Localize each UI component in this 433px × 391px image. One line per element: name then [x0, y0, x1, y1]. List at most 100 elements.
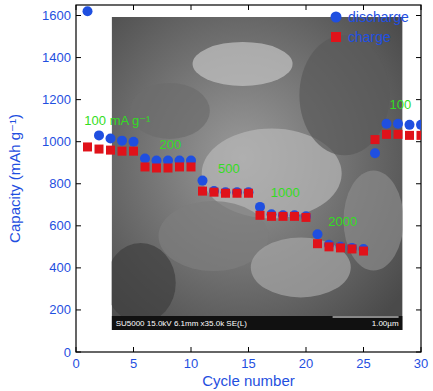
x-tick	[421, 347, 422, 352]
square-point	[129, 147, 138, 156]
circle-point	[313, 229, 323, 239]
circle-point	[232, 187, 242, 197]
inset-texture	[112, 243, 176, 323]
legend-label: discharge	[348, 9, 409, 25]
y-tick-label: 600	[49, 218, 71, 233]
x-tick-label: 0	[72, 356, 79, 371]
circle-point	[140, 154, 150, 164]
circle-point	[117, 136, 127, 146]
y-tick	[416, 352, 421, 353]
x-tick	[248, 347, 249, 352]
circle-point	[106, 134, 116, 144]
square-point	[83, 142, 92, 151]
y-tick-label: 0	[64, 345, 71, 360]
inset-texture	[130, 83, 210, 139]
square-point	[279, 212, 288, 221]
square-point	[118, 147, 127, 156]
y-tick	[416, 57, 421, 58]
x-tick	[133, 347, 134, 352]
plot-frame	[76, 5, 421, 352]
y-tick-label: 1400	[42, 50, 71, 65]
y-tick	[416, 15, 421, 16]
square-point	[325, 242, 334, 251]
square-point	[164, 163, 173, 172]
legend-marker	[331, 32, 341, 42]
inset-bar	[112, 316, 403, 330]
y-tick	[76, 141, 81, 142]
circle-point	[301, 211, 311, 221]
inset-texture	[193, 42, 293, 86]
circle-point	[129, 137, 139, 147]
y-tick-label: 1000	[42, 134, 71, 149]
x-tick-label: 10	[184, 356, 198, 371]
y-tick-label: 200	[49, 302, 71, 317]
square-point	[371, 135, 380, 144]
square-point	[405, 131, 414, 140]
annotation: 100	[389, 97, 411, 112]
x-tick-label: 30	[414, 356, 428, 371]
x-tick	[306, 5, 307, 10]
square-point	[187, 162, 196, 171]
y-tick	[76, 99, 81, 100]
square-point	[95, 145, 104, 154]
square-point	[141, 162, 150, 171]
y-tick	[416, 99, 421, 100]
square-point	[359, 247, 368, 256]
y-tick-label: 800	[49, 176, 71, 191]
circle-point	[405, 120, 415, 130]
y-tick-label: 1200	[42, 92, 71, 107]
circle-point	[221, 187, 231, 197]
square-point	[394, 130, 403, 139]
circle-point	[198, 176, 208, 186]
y-tick	[416, 309, 421, 310]
square-point	[210, 188, 219, 197]
square-point	[382, 130, 391, 139]
square-point	[256, 211, 265, 220]
circle-point	[83, 6, 93, 16]
y-tick-label: 400	[49, 260, 71, 275]
inset-scale-bar	[333, 317, 399, 318]
circle-point	[94, 130, 104, 140]
y-tick	[416, 183, 421, 184]
legend-label: charge	[348, 29, 391, 45]
inset-scale: 1.00µm	[372, 319, 399, 328]
circle-point	[209, 186, 219, 196]
x-tick	[363, 347, 364, 352]
inset-texture	[299, 35, 389, 155]
inset-texture	[251, 237, 351, 297]
y-tick	[76, 15, 81, 16]
annotation: 100 mA g⁻¹	[84, 113, 151, 128]
annotation: 2000	[328, 214, 357, 229]
x-tick	[248, 5, 249, 10]
circle-point	[290, 210, 300, 220]
inset-caption: SU5000 15.0kV 6.1mm x35.0k SE(L)	[116, 319, 248, 328]
x-tick-label: 20	[299, 356, 313, 371]
y-tick	[76, 183, 81, 184]
square-point	[290, 212, 299, 221]
square-point	[106, 146, 115, 155]
legend-marker	[331, 12, 342, 23]
square-point	[244, 189, 253, 198]
square-point	[175, 162, 184, 171]
x-tick	[76, 347, 77, 352]
circle-point	[255, 202, 265, 212]
square-point	[233, 189, 242, 198]
circle-point	[336, 242, 346, 252]
x-tick	[76, 5, 77, 10]
x-tick	[191, 5, 192, 10]
square-point	[267, 212, 276, 221]
chart: SU5000 15.0kV 6.1mm x35.0k SE(L)1.00µm05…	[0, 0, 433, 391]
y-tick	[416, 267, 421, 268]
y-tick	[76, 352, 81, 353]
y-tick	[76, 225, 81, 226]
x-axis-label: Cycle number	[202, 372, 295, 389]
circle-point	[347, 243, 357, 253]
square-point	[313, 239, 322, 248]
annotation: 1000	[271, 185, 300, 200]
y-tick	[76, 309, 81, 310]
square-point	[336, 243, 345, 252]
square-point	[302, 213, 311, 222]
circle-point	[393, 119, 403, 129]
square-point	[152, 163, 161, 172]
x-tick	[306, 347, 307, 352]
